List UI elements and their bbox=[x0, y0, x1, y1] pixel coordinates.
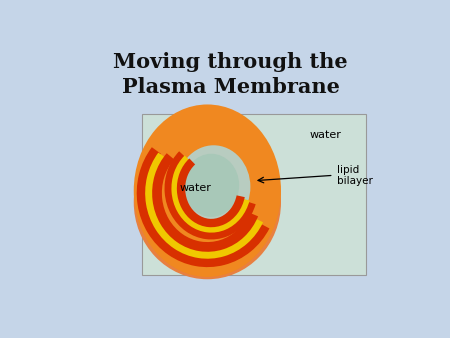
Ellipse shape bbox=[134, 125, 281, 279]
Text: lipid
bilayer: lipid bilayer bbox=[337, 165, 373, 186]
Text: water: water bbox=[180, 184, 211, 193]
Bar bbox=[141, 114, 366, 275]
Ellipse shape bbox=[177, 145, 250, 228]
Text: Moving through the: Moving through the bbox=[113, 52, 348, 72]
Ellipse shape bbox=[171, 142, 252, 235]
Text: water: water bbox=[310, 130, 342, 140]
Text: Plasma Membrane: Plasma Membrane bbox=[122, 77, 340, 97]
Ellipse shape bbox=[183, 154, 239, 217]
Ellipse shape bbox=[134, 104, 281, 277]
Ellipse shape bbox=[143, 114, 275, 268]
